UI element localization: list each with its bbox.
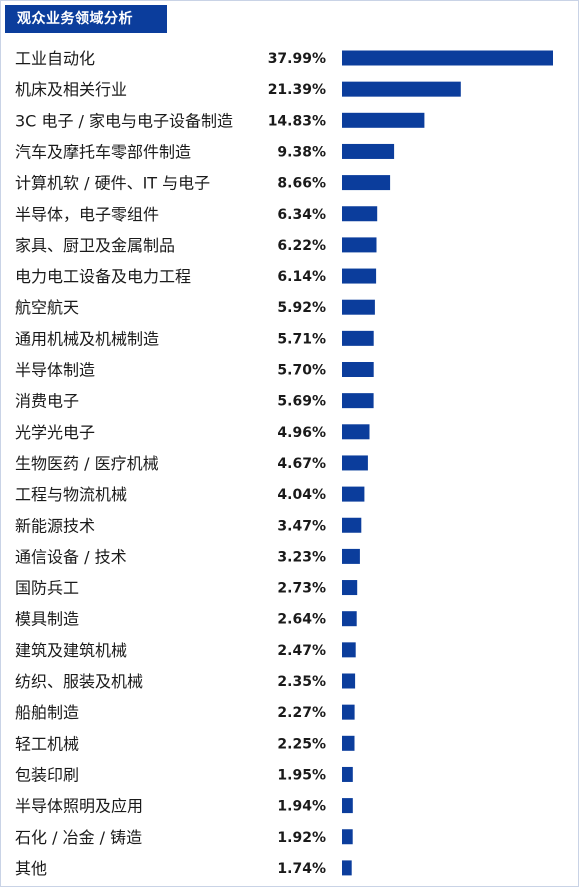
- bar: [342, 268, 377, 284]
- value-label: 1.74%: [277, 861, 326, 877]
- bar: [342, 860, 352, 876]
- category-label: 石化 / 冶金 / 铸造: [15, 828, 142, 847]
- value-label: 6.34%: [277, 207, 326, 223]
- category-label: 汽车及摩托车零部件制造: [15, 142, 191, 161]
- category-label: 新能源技术: [15, 516, 95, 535]
- bar: [342, 673, 356, 689]
- bar: [342, 393, 374, 409]
- bar: [342, 455, 368, 471]
- category-label: 消费电子: [15, 392, 79, 411]
- value-label: 8.66%: [277, 176, 326, 192]
- category-label: 船舶制造: [15, 703, 79, 722]
- value-label: 2.35%: [277, 674, 326, 690]
- bar: [342, 798, 353, 814]
- bar: [342, 735, 355, 751]
- value-label: 6.14%: [277, 269, 326, 285]
- value-label: 9.38%: [277, 144, 326, 160]
- value-label: 1.92%: [277, 830, 326, 846]
- bar: [342, 112, 425, 128]
- value-label: 3.47%: [277, 518, 326, 534]
- value-label: 37.99%: [268, 51, 326, 67]
- value-label: 3.23%: [277, 549, 326, 565]
- bar: [342, 175, 391, 191]
- category-label: 航空航天: [15, 298, 79, 317]
- value-label: 5.69%: [277, 394, 326, 410]
- bar: [342, 611, 357, 627]
- category-label: 纺织、服装及机械: [15, 672, 143, 691]
- category-label: 生物医药 / 医疗机械: [15, 454, 159, 473]
- category-label: 半导体，电子零组件: [15, 205, 159, 224]
- value-label: 2.47%: [277, 643, 326, 659]
- bar: [342, 424, 370, 440]
- value-label: 5.71%: [277, 331, 326, 347]
- bar: [342, 81, 461, 97]
- category-label: 其他: [15, 859, 47, 878]
- bar: [342, 50, 553, 66]
- bar: [342, 143, 395, 159]
- bar: [342, 704, 355, 720]
- value-label: 14.83%: [268, 113, 326, 129]
- value-label: 1.95%: [277, 767, 326, 783]
- bar: [342, 829, 353, 845]
- chart-title: 观众业务领域分析: [5, 5, 167, 33]
- value-label: 2.25%: [277, 736, 326, 752]
- category-label: 国防兵工: [15, 579, 79, 598]
- bar: [342, 206, 378, 222]
- value-label: 6.22%: [277, 238, 326, 254]
- value-label: 2.27%: [277, 705, 326, 721]
- category-label: 工业自动化: [15, 49, 95, 68]
- category-label: 家具、厨卫及金属制品: [15, 236, 175, 255]
- value-label: 2.64%: [277, 612, 326, 628]
- category-label: 半导体制造: [15, 361, 95, 380]
- category-label: 工程与物流机械: [15, 485, 127, 504]
- bar: [342, 766, 353, 782]
- category-label: 3C 电子 / 家电与电子设备制造: [15, 111, 233, 130]
- value-label: 2.73%: [277, 581, 326, 597]
- category-label: 模具制造: [15, 610, 79, 629]
- category-label: 包装印刷: [15, 765, 79, 784]
- value-label: 4.04%: [277, 487, 326, 503]
- value-label: 5.92%: [277, 300, 326, 316]
- category-label: 电力电工设备及电力工程: [15, 267, 191, 286]
- bar: [342, 517, 362, 533]
- bar: [342, 548, 360, 564]
- bar: [342, 237, 377, 253]
- value-label: 1.94%: [277, 799, 326, 815]
- value-label: 21.39%: [268, 82, 326, 98]
- category-label: 通用机械及机械制造: [15, 329, 159, 348]
- bar: [342, 299, 375, 315]
- category-label: 光学光电子: [15, 423, 95, 442]
- bar: [342, 330, 374, 346]
- category-label: 通信设备 / 技术: [15, 547, 127, 566]
- bar: [342, 362, 374, 377]
- category-label: 机床及相关行业: [15, 80, 127, 99]
- bar: [342, 642, 356, 658]
- category-label: 轻工机械: [15, 734, 79, 753]
- value-label: 4.67%: [277, 456, 326, 472]
- value-label: 4.96%: [277, 425, 326, 441]
- bar: [342, 580, 358, 596]
- category-label: 计算机软 / 硬件、IT 与电子: [15, 174, 210, 193]
- value-label: 5.70%: [277, 363, 326, 379]
- bar: [342, 486, 365, 502]
- category-label: 半导体照明及应用: [15, 797, 143, 816]
- category-label: 建筑及建筑机械: [15, 641, 127, 660]
